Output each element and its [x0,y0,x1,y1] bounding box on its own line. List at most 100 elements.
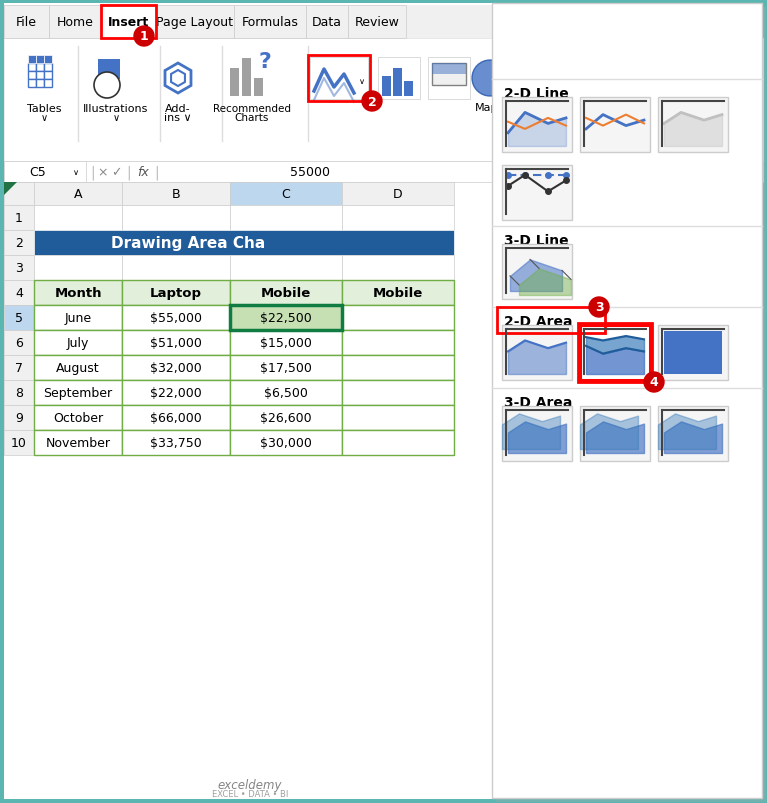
Bar [580,406,650,462]
Text: $51,000: $51,000 [150,336,202,349]
Text: File: File [16,16,37,29]
Bar [122,183,230,206]
Text: Add-: Add- [165,104,191,114]
Bar [578,324,652,382]
Point [502,180,514,193]
Bar [122,255,230,281]
Text: 6: 6 [15,336,23,349]
Text: $15,000: $15,000 [260,336,312,349]
Bar [342,306,454,331]
Bar [496,8,766,802]
Text: 2: 2 [15,237,23,250]
Text: ∨: ∨ [41,113,48,123]
Bar [34,230,454,255]
Text: Drawing Area Cha: Drawing Area Cha [111,236,265,251]
Bar [230,331,342,356]
Bar [4,183,34,206]
Text: |: | [127,165,131,180]
Bar [342,331,454,356]
Text: 9: 9 [15,411,23,425]
Bar [34,381,122,406]
Text: Page Layout: Page Layout [156,16,233,29]
Text: September: September [44,386,113,400]
Text: 3: 3 [594,301,604,314]
Bar [230,406,342,430]
Text: Illustrations: Illustrations [84,104,149,114]
Bar [230,255,342,281]
Bar [342,206,454,230]
Bar [4,331,34,356]
Bar [580,325,650,381]
Bar [342,183,454,206]
Text: $26,600: $26,600 [260,411,312,425]
Text: 2: 2 [367,96,377,108]
Bar [342,281,454,306]
Bar [230,430,342,455]
Bar [49,6,101,39]
Text: A: A [74,188,82,201]
Bar [502,406,572,462]
Text: July: July [67,336,89,349]
Bar [234,6,306,39]
Bar [122,331,230,356]
Text: November: November [45,437,110,450]
Bar [4,255,34,281]
Text: Tables: Tables [27,104,61,114]
Text: $22,000: $22,000 [150,386,202,400]
Bar [4,6,763,39]
Bar [230,356,342,381]
Text: 3-D Line: 3-D Line [504,234,568,247]
Text: |: | [91,165,95,180]
Bar [502,245,572,300]
Text: ∨: ∨ [359,77,365,87]
Text: Month: Month [54,287,102,300]
Bar [4,230,34,255]
Bar [0,0,4,803]
Circle shape [472,61,508,97]
Bar [310,58,368,100]
Bar [44,64,52,72]
Point [542,169,554,182]
Bar [44,80,52,88]
Bar [34,306,122,331]
Bar [4,406,34,430]
Bar [658,98,728,153]
Bar [156,6,234,39]
Text: ?: ? [258,52,272,72]
Bar [492,4,762,798]
Text: C5: C5 [30,165,46,179]
Polygon shape [4,183,17,196]
Bar [382,77,391,97]
Bar [242,59,251,97]
Text: fx: fx [137,165,149,179]
Bar [98,60,120,80]
Bar [664,332,722,374]
Text: Maps: Maps [476,103,505,113]
Bar [34,430,122,455]
Bar [230,306,342,331]
Bar [122,206,230,230]
Text: ∨: ∨ [73,168,79,177]
Text: 10: 10 [11,437,27,450]
Bar [342,356,454,381]
Bar [4,39,763,161]
Point [518,169,531,182]
Bar [4,161,86,183]
Text: $22,500: $22,500 [260,312,312,324]
Text: ∨: ∨ [113,113,120,123]
Text: 4: 4 [15,287,23,300]
Text: August: August [56,361,100,374]
Text: 2-D Area: 2-D Area [504,315,572,328]
Text: ins ∨: ins ∨ [164,113,192,123]
Text: 55000: 55000 [290,165,330,179]
Bar [34,356,122,381]
Bar [342,406,454,430]
Text: $55,000: $55,000 [150,312,202,324]
Bar [122,356,230,381]
Bar [230,206,342,230]
Circle shape [362,92,382,112]
Text: Mobile: Mobile [261,287,311,300]
Bar [122,281,230,306]
Text: 3: 3 [15,262,23,275]
Text: 1: 1 [15,212,23,225]
